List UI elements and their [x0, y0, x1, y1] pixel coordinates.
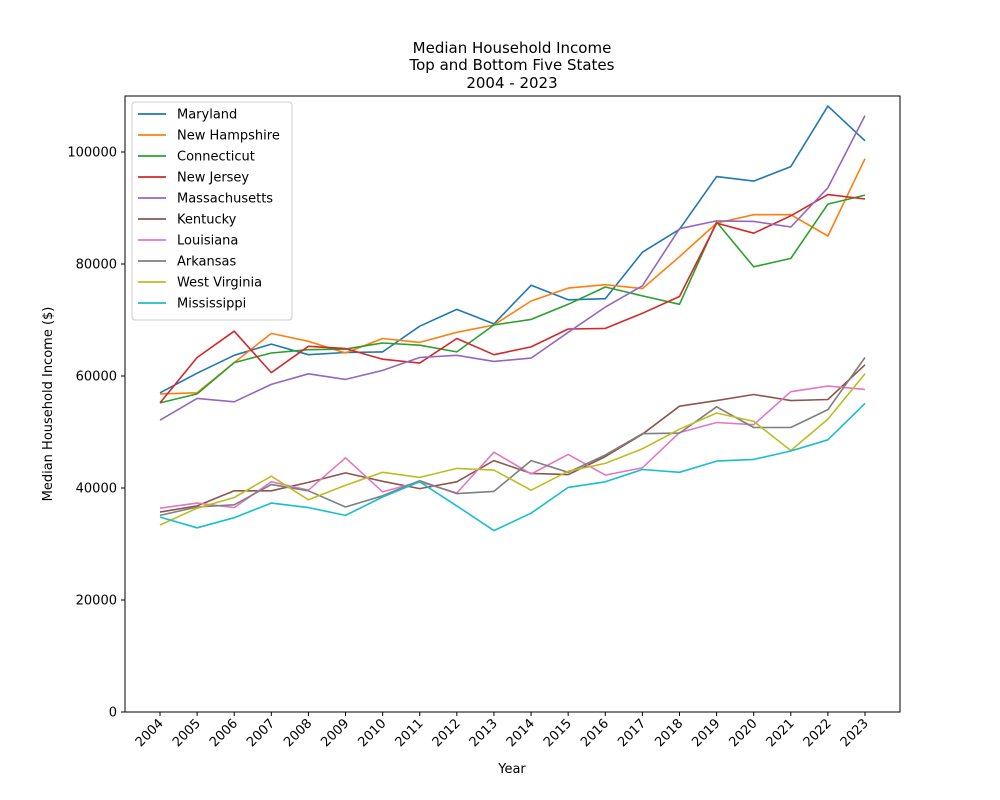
y-tick-label: 60000	[76, 370, 117, 385]
x-axis: 2004 2005 2006 2007 2008 2009 2010 2011 2012 2013…	[133, 712, 872, 750]
x-tick-label: 2005	[170, 716, 204, 750]
x-tick-label: 2015	[541, 716, 575, 750]
x-tick-label: 2023	[838, 716, 872, 750]
legend-box	[131, 101, 293, 321]
legend-label-massachusetts: Massachusetts	[177, 192, 273, 207]
x-tick-label: 2010	[355, 716, 389, 750]
x-tick-label: 2006	[207, 716, 241, 750]
x-tick-label: 2012	[430, 716, 464, 750]
series-line-connecticut	[159, 194, 866, 404]
y-tick-label: 40000	[76, 482, 117, 497]
x-tick-label: 2022	[801, 716, 835, 750]
legend-label-arkansas: Arkansas	[177, 255, 236, 270]
x-tick-label: 2018	[652, 716, 686, 750]
chart-title-line-3: 2004 - 2023	[466, 74, 557, 92]
x-tick-label: 2019	[689, 716, 723, 750]
legend-label-maryland: Maryland	[177, 108, 237, 123]
series-line-arkansas	[159, 357, 866, 517]
y-tick-label: 20000	[76, 594, 117, 609]
series-line-new-hampshire	[159, 158, 866, 395]
legend-label-louisiana: Louisiana	[177, 234, 238, 249]
x-axis-label: Year	[497, 762, 526, 777]
legend-label-kentucky: Kentucky	[177, 213, 237, 228]
x-tick-label: 2011	[393, 716, 427, 750]
series-line-mississippi	[159, 402, 866, 532]
series-line-maryland	[159, 105, 866, 394]
y-axis: 0 20000 40000 60000 80000 100000	[67, 146, 125, 721]
x-tick-label: 2013	[467, 716, 501, 750]
chart-title-line-1: Median Household Income	[413, 39, 612, 57]
legend-label-new-jersey: New Jersey	[177, 171, 249, 186]
series-line-massachusetts	[159, 115, 866, 421]
y-tick-label: 80000	[76, 258, 117, 273]
x-tick-label: 2004	[133, 716, 167, 750]
chart-title-line-2: Top and Bottom Five States	[409, 56, 615, 74]
legend-label-connecticut: Connecticut	[177, 150, 255, 165]
series-line-new-jersey	[159, 193, 866, 404]
y-axis-label: Median Household Income ($)	[41, 307, 56, 502]
x-tick-label: 2021	[764, 716, 798, 750]
series-layer	[159, 105, 866, 532]
plot-frame	[124, 95, 901, 713]
x-tick-label: 2017	[615, 716, 649, 750]
x-tick-label: 2008	[281, 716, 315, 750]
x-tick-label: 2016	[578, 716, 612, 750]
chart-title: Median Household Income Top and Bottom F…	[409, 39, 615, 92]
series-line-west-virginia	[159, 373, 866, 526]
legend-label-west-virginia: West Virginia	[177, 276, 262, 291]
x-tick-label: 2020	[727, 716, 761, 750]
legend-label-new-hampshire: New Hampshire	[177, 129, 280, 144]
x-tick-label: 2014	[504, 716, 538, 750]
y-tick-label: 0	[109, 706, 117, 721]
series-line-kentucky	[159, 364, 866, 513]
series-line-louisiana	[159, 385, 866, 509]
y-tick-label: 100000	[67, 146, 117, 161]
x-tick-label: 2009	[318, 716, 352, 750]
legend-label-mississippi: Mississippi	[177, 297, 246, 312]
legend: Maryland New Hampshire Connecticut New Jers…	[131, 101, 293, 321]
x-tick-label: 2007	[244, 716, 278, 750]
